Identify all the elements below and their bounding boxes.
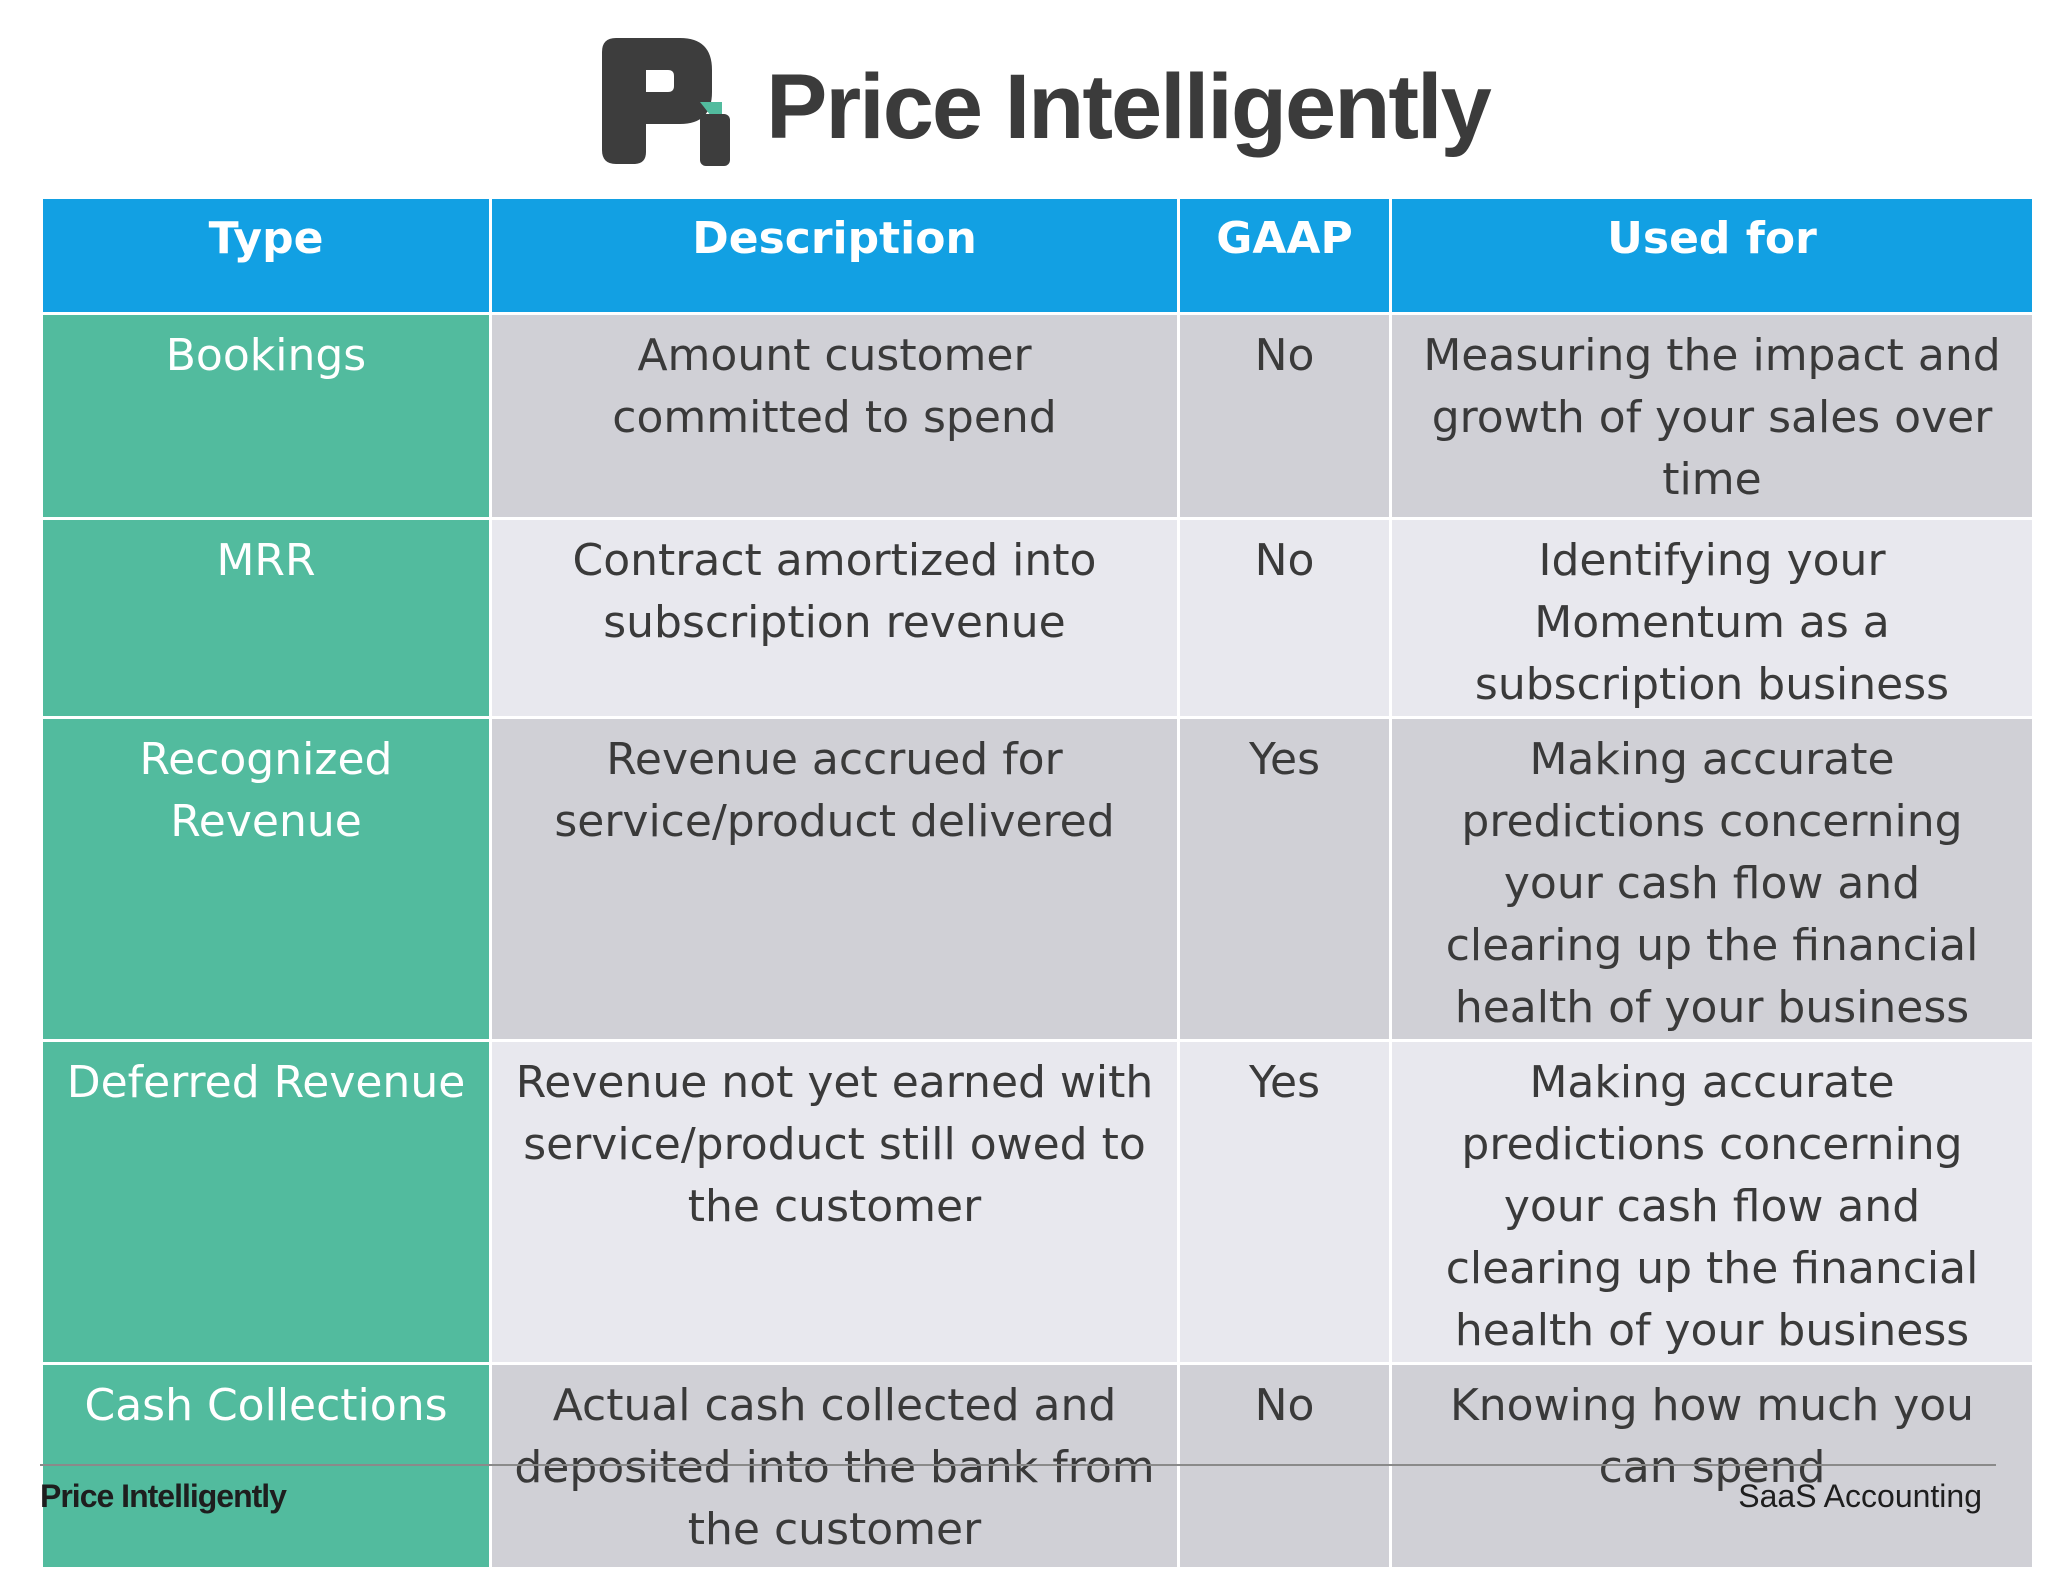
gaap-value: No xyxy=(1254,535,1315,586)
description-text: Amount customer committed to spend xyxy=(612,330,1057,443)
used-for-cell: Making accurate predictions concerning y… xyxy=(1389,716,2035,1042)
description-text: Revenue not yet earned with service/prod… xyxy=(515,1057,1154,1232)
description-cell: Contract amortized into subscription rev… xyxy=(489,517,1180,719)
description-cell: Actual cash collected and deposited into… xyxy=(489,1362,1180,1570)
used-for-cell: Identifying your Momentum as a subscript… xyxy=(1389,517,2035,719)
brand-name: Price Intelligently xyxy=(766,56,1492,158)
used-for-text: Measuring the impact and growth of your … xyxy=(1423,330,2001,505)
type-label: Recognized Revenue xyxy=(139,734,393,847)
description-cell: Revenue not yet earned with service/prod… xyxy=(489,1039,1180,1365)
footer-brand: Price Intelligently xyxy=(40,1478,287,1514)
used-for-cell: Making accurate predictions concerning y… xyxy=(1389,1039,2035,1365)
footer-section-title: SaaS Accounting xyxy=(1738,1478,1982,1514)
gaap-cell: Yes xyxy=(1177,716,1392,1042)
type-label: Cash Collections xyxy=(84,1380,448,1431)
description-cell: Amount customer committed to spend xyxy=(489,312,1180,520)
revenue-types-table: Type Description GAAP Used for Bookings … xyxy=(40,196,2035,1570)
used-for-text: Knowing how much you can spend xyxy=(1449,1380,1975,1493)
used-for-cell: Measuring the impact and growth of your … xyxy=(1389,312,2035,520)
table-row: Bookings Amount customer committed to sp… xyxy=(40,312,2035,520)
description-text: Actual cash collected and deposited into… xyxy=(514,1380,1155,1555)
table-row: Cash Collections Actual cash collected a… xyxy=(40,1362,2035,1570)
gaap-cell: No xyxy=(1177,312,1392,520)
gaap-cell: No xyxy=(1177,517,1392,719)
column-header-used-for: Used for xyxy=(1389,196,2035,315)
gaap-value: No xyxy=(1254,330,1315,381)
description-cell: Revenue accrued for service/product deli… xyxy=(489,716,1180,1042)
type-cell: Deferred Revenue xyxy=(40,1039,492,1365)
description-text: Revenue accrued for service/product deli… xyxy=(554,734,1115,847)
type-label: MRR xyxy=(216,535,316,586)
gaap-cell: No xyxy=(1177,1362,1392,1570)
type-label: Deferred Revenue xyxy=(66,1057,466,1108)
gaap-cell: Yes xyxy=(1177,1039,1392,1365)
used-for-cell: Knowing how much you can spend xyxy=(1389,1362,2035,1570)
table-row: MRR Contract amortized into subscription… xyxy=(40,517,2035,719)
type-cell: Bookings xyxy=(40,312,492,520)
table-row: Deferred Revenue Revenue not yet earned … xyxy=(40,1039,2035,1365)
price-intelligently-logo-icon xyxy=(602,38,730,166)
used-for-text: Making accurate predictions concerning y… xyxy=(1445,1057,1979,1356)
table-header-row: Type Description GAAP Used for xyxy=(40,196,2035,315)
table-row: Recognized Revenue Revenue accrued for s… xyxy=(40,716,2035,1042)
type-cell: Cash Collections xyxy=(40,1362,492,1570)
used-for-text: Making accurate predictions concerning y… xyxy=(1445,734,1979,1033)
gaap-value: No xyxy=(1254,1380,1315,1431)
column-header-description: Description xyxy=(489,196,1180,315)
type-cell: MRR xyxy=(40,517,492,719)
type-label: Bookings xyxy=(165,330,367,381)
gaap-value: Yes xyxy=(1248,734,1321,785)
type-cell: Recognized Revenue xyxy=(40,716,492,1042)
footer-divider xyxy=(40,1464,1996,1466)
column-header-gaap: GAAP xyxy=(1177,196,1392,315)
column-header-type: Type xyxy=(40,196,492,315)
header-logo: Price Intelligently xyxy=(0,26,2048,176)
description-text: Contract amortized into subscription rev… xyxy=(572,535,1097,648)
used-for-text: Identifying your Momentum as a subscript… xyxy=(1474,535,1950,710)
gaap-value: Yes xyxy=(1248,1057,1321,1108)
